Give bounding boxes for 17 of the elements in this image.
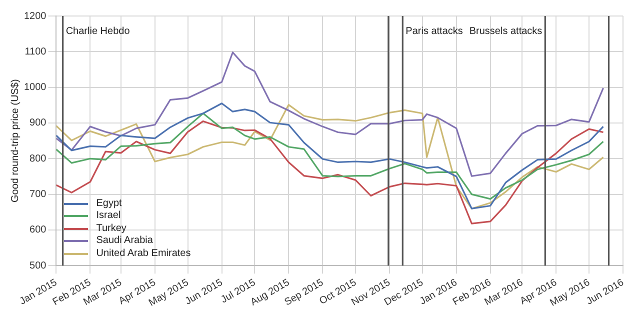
y-tick-label: 800 bbox=[30, 153, 47, 164]
y-tick-label: 900 bbox=[30, 118, 47, 129]
y-axis-title: Good round-trip price (US$) bbox=[10, 79, 21, 203]
ref-line-label: Brussels attacks bbox=[469, 26, 542, 37]
legend-label: Israel bbox=[96, 210, 121, 222]
y-tick-label: 1100 bbox=[24, 46, 47, 58]
y-tick-label: 1200 bbox=[24, 10, 47, 22]
ref-line-label: Paris attacks bbox=[406, 26, 463, 37]
y-tick-label: 1000 bbox=[24, 82, 47, 94]
y-tick-label: 700 bbox=[30, 189, 47, 200]
legend-label: Saudi Arabia bbox=[96, 235, 153, 248]
y-tick-label: 600 bbox=[30, 224, 47, 236]
legend-label: Turkey bbox=[96, 222, 126, 235]
legend-label: United Arab Emirates bbox=[96, 248, 191, 260]
ref-line-label: Charlie Hebdo bbox=[66, 26, 130, 37]
legend-label: Egypt bbox=[96, 198, 122, 210]
y-tick-label: 500 bbox=[30, 260, 47, 272]
